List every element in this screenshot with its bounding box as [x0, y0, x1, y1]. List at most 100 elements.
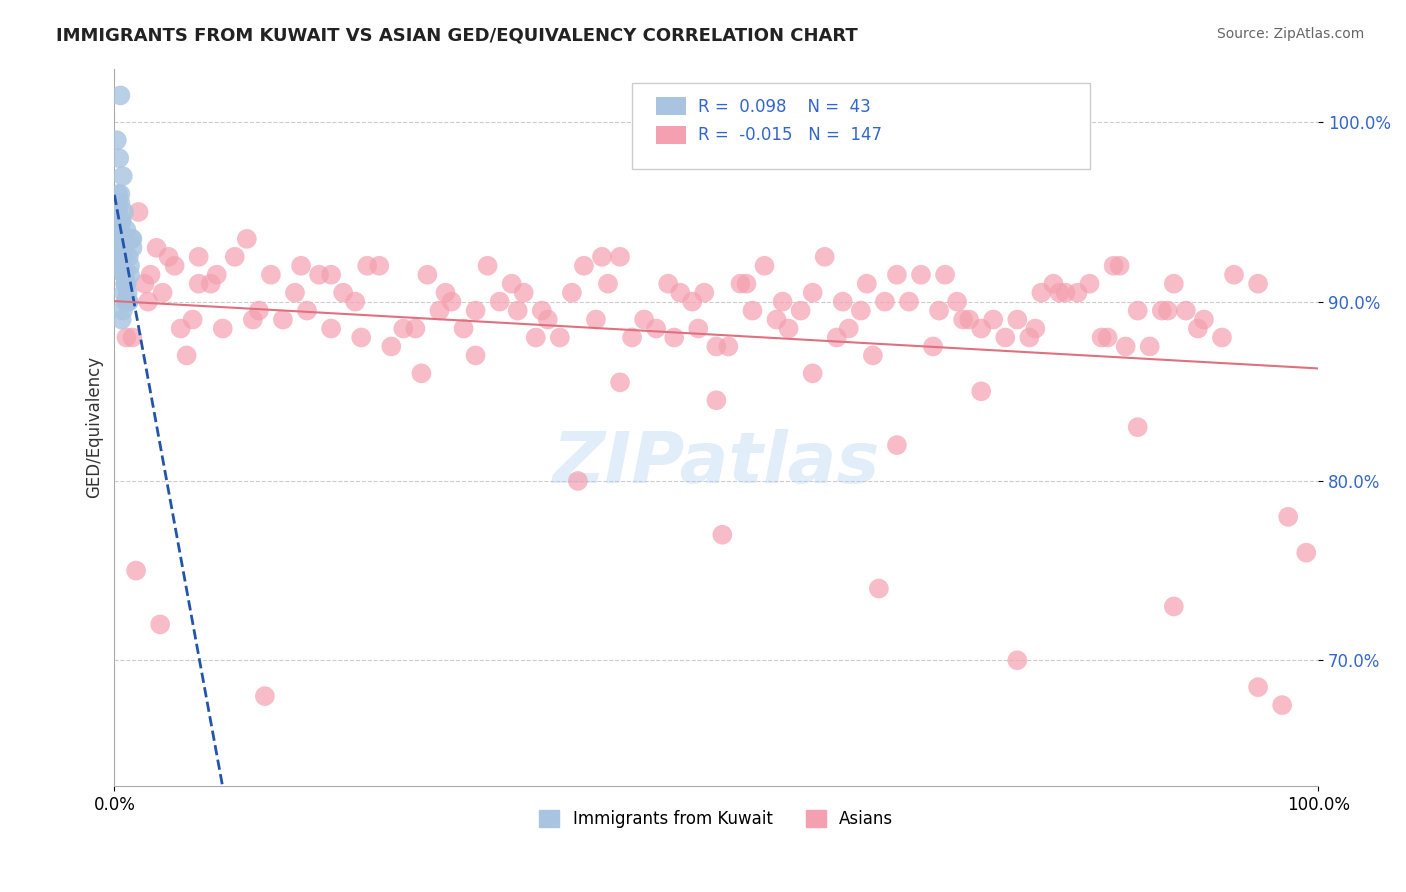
Point — [110, 223, 132, 237]
Point — [163, 259, 186, 273]
Point — [319, 268, 342, 282]
Point — [1271, 698, 1294, 712]
Point — [117, 285, 139, 300]
Point — [873, 294, 896, 309]
Point — [464, 303, 486, 318]
Point — [110, 88, 132, 103]
Point — [789, 303, 811, 318]
Point — [1126, 303, 1149, 318]
Point — [319, 321, 342, 335]
Point — [934, 268, 956, 282]
Point — [105, 133, 128, 147]
Point — [772, 294, 794, 309]
Point — [754, 259, 776, 273]
Point — [108, 151, 131, 165]
Point — [115, 277, 138, 291]
Point — [681, 294, 703, 309]
Point — [1024, 321, 1046, 335]
Point — [149, 617, 172, 632]
Point — [114, 277, 136, 291]
Point — [107, 196, 129, 211]
Point — [868, 582, 890, 596]
Point — [664, 330, 686, 344]
Point — [1223, 268, 1246, 282]
Text: Source: ZipAtlas.com: Source: ZipAtlas.com — [1216, 27, 1364, 41]
Point — [778, 321, 800, 335]
Point — [506, 303, 529, 318]
Point — [530, 303, 553, 318]
Point — [247, 303, 270, 318]
Point — [253, 689, 276, 703]
Point — [561, 285, 583, 300]
Point — [1097, 330, 1119, 344]
Point — [187, 277, 209, 291]
Point — [1102, 259, 1125, 273]
Point — [242, 312, 264, 326]
Point — [1108, 259, 1130, 273]
Point — [121, 232, 143, 246]
Point — [120, 259, 142, 273]
Bar — [657, 97, 686, 115]
Point — [946, 294, 969, 309]
Point — [572, 259, 595, 273]
Point — [994, 330, 1017, 344]
Point — [200, 277, 222, 291]
Point — [121, 330, 143, 344]
Point — [112, 205, 135, 219]
Point — [112, 241, 135, 255]
Point — [1007, 653, 1029, 667]
Point — [1163, 277, 1185, 291]
Point — [1174, 303, 1197, 318]
Point — [107, 223, 129, 237]
Point — [1115, 339, 1137, 353]
Point — [308, 268, 330, 282]
Point — [368, 259, 391, 273]
Point — [114, 294, 136, 309]
Point — [271, 312, 294, 326]
Y-axis label: GED/Equivalency: GED/Equivalency — [86, 356, 103, 499]
Point — [125, 564, 148, 578]
Point — [1126, 420, 1149, 434]
Point — [488, 294, 510, 309]
Point — [127, 205, 149, 219]
Point — [440, 294, 463, 309]
Point — [970, 384, 993, 399]
Text: ZIPatlas: ZIPatlas — [553, 428, 880, 498]
Point — [765, 312, 787, 326]
Point — [910, 268, 932, 282]
Point — [704, 339, 727, 353]
Point — [1042, 277, 1064, 291]
Point — [416, 268, 439, 282]
Point — [609, 376, 631, 390]
Point — [120, 232, 142, 246]
Point — [669, 285, 692, 300]
Point — [112, 285, 135, 300]
Point — [111, 214, 134, 228]
Point — [224, 250, 246, 264]
Point — [1247, 277, 1270, 291]
Point — [434, 285, 457, 300]
Point — [711, 527, 734, 541]
Point — [453, 321, 475, 335]
Point — [284, 285, 307, 300]
Point — [411, 367, 433, 381]
Point — [477, 259, 499, 273]
Point — [260, 268, 283, 282]
Text: IMMIGRANTS FROM KUWAIT VS ASIAN GED/EQUIVALENCY CORRELATION CHART: IMMIGRANTS FROM KUWAIT VS ASIAN GED/EQUI… — [56, 27, 858, 45]
Point — [169, 321, 191, 335]
Point — [356, 259, 378, 273]
Point — [657, 277, 679, 291]
Point — [110, 187, 132, 202]
Point — [118, 250, 141, 264]
Point — [1150, 303, 1173, 318]
Point — [1031, 285, 1053, 300]
Point — [157, 250, 180, 264]
Text: R =  0.098    N =  43: R = 0.098 N = 43 — [699, 97, 872, 116]
Point — [928, 303, 950, 318]
Point — [838, 321, 860, 335]
Point — [1157, 303, 1180, 318]
Point — [1018, 330, 1040, 344]
Point — [849, 303, 872, 318]
Point — [1277, 509, 1299, 524]
Point — [524, 330, 547, 344]
